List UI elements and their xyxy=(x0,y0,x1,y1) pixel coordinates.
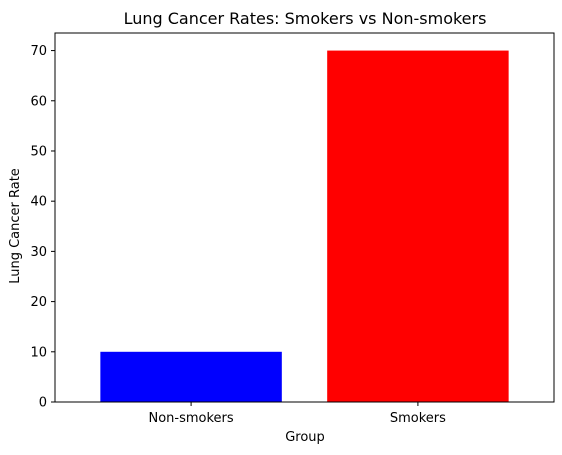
y-tick-label: 10 xyxy=(30,345,47,360)
y-axis-label: Lung Cancer Rate xyxy=(8,168,23,284)
x-tick-label: Non-smokers xyxy=(148,411,233,426)
plot-frame xyxy=(54,32,555,403)
y-tick-label: 60 xyxy=(30,94,47,109)
x-axis-label: Group xyxy=(285,430,325,445)
y-tick-label: 50 xyxy=(30,144,47,159)
y-tick-label: 0 xyxy=(39,396,47,411)
y-tick-label: 40 xyxy=(30,195,47,210)
x-tick-label: Smokers xyxy=(390,411,446,426)
bar-non-smokers xyxy=(100,351,282,402)
bar-smokers xyxy=(327,50,509,402)
bars-layer xyxy=(100,50,509,402)
ticks-layer: 0 10 20 30 40 50 60 70 Non-smokers Smokers xyxy=(30,44,446,426)
chart-title: Lung Cancer Rates: Smokers vs Non-smoker… xyxy=(124,9,487,28)
y-tick-label: 70 xyxy=(30,44,47,59)
y-tick-label: 30 xyxy=(30,245,47,260)
axes-layer xyxy=(54,32,555,403)
y-tick-label: 20 xyxy=(30,295,47,310)
